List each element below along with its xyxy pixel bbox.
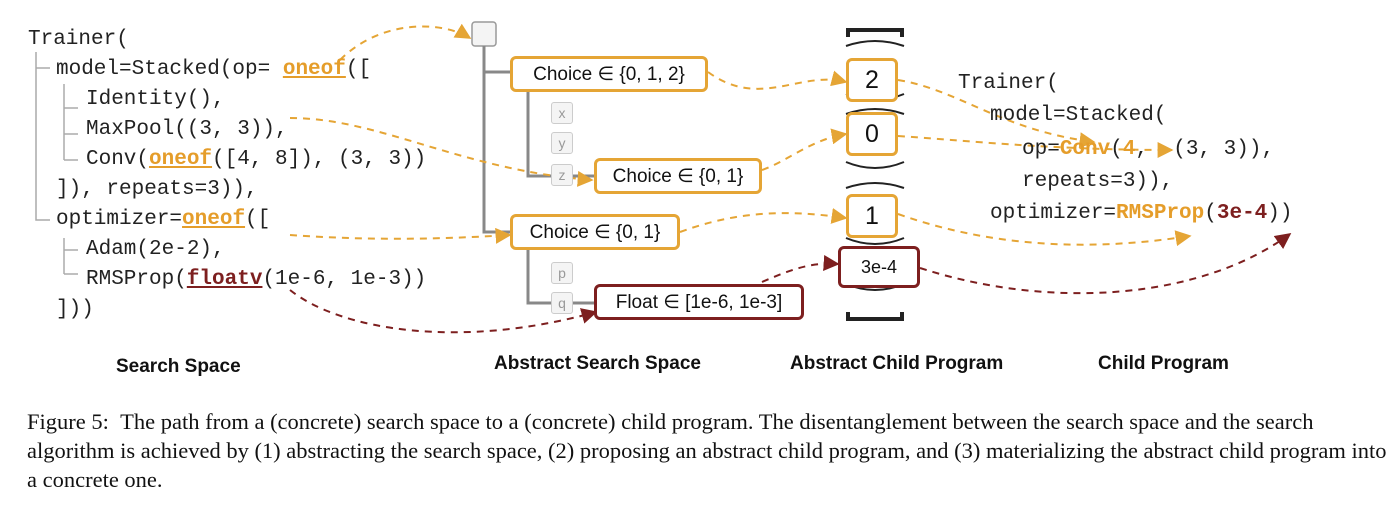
search-space-line-6: ]), repeats=3)), xyxy=(56,178,258,201)
code-text: optimizer= xyxy=(56,208,183,231)
caption-text: The path from a (concrete) search space … xyxy=(27,409,1387,492)
section-title-abstract-child-program: Abstract Child Program xyxy=(790,353,1004,374)
child-line-4: repeats=3)), xyxy=(1022,170,1174,193)
child-line-1: Trainer( xyxy=(958,72,1059,95)
lr-value: 3e-4 xyxy=(1216,202,1268,225)
leaf-y: y xyxy=(551,132,573,154)
section-title-child-program: Child Program xyxy=(1098,353,1229,374)
code-text: ([4, 8]), (3, 3)) xyxy=(212,148,427,171)
leaf-z: z xyxy=(551,164,573,186)
leaf-q: q xyxy=(551,292,573,314)
root-node xyxy=(471,21,497,47)
child-line-2: model=Stacked( xyxy=(990,104,1167,127)
code-text: RMSProp( xyxy=(86,268,187,291)
code-text: )) xyxy=(1267,202,1293,225)
code-text: op= xyxy=(1022,138,1060,161)
search-space-line-4: MaxPool((3, 3)), xyxy=(86,118,288,141)
conv-value: Conv xyxy=(1059,138,1111,161)
code-text: model=Stacked(op= xyxy=(56,58,283,81)
code-text: ( xyxy=(1204,202,1217,225)
search-space-line-2: model=Stacked(op= oneof([ xyxy=(56,58,371,82)
search-space-line-3: Identity(), xyxy=(86,88,225,111)
code-text: Conv( xyxy=(86,148,150,171)
search-space-tree-lines xyxy=(35,52,78,275)
value-3e-4: 3e-4 xyxy=(838,246,920,288)
floatv-keyword: floatv xyxy=(186,268,263,291)
code-text: ([ xyxy=(245,208,271,231)
code-text: ([ xyxy=(345,58,372,81)
value-2: 2 xyxy=(846,58,898,102)
search-space-line-5: Conv(oneof([4, 8]), (3, 3)) xyxy=(86,148,426,172)
search-space-line-9: RMSProp(floatv(1e-6, 1e-3)) xyxy=(86,268,426,292)
oneof-keyword: oneof xyxy=(182,208,246,231)
choice-node-optimizer: Choice ∈ {0, 1} xyxy=(510,214,680,250)
choice-node-op: Choice ∈ {0, 1, 2} xyxy=(510,56,708,92)
search-space-line-8: Adam(2e-2), xyxy=(86,238,225,261)
caption-label: Figure 5: xyxy=(27,409,109,434)
code-text: optimizer= xyxy=(990,202,1117,225)
child-line-5: optimizer=RMSProp(3e-4)) xyxy=(990,202,1293,226)
leaf-x: x xyxy=(551,102,573,124)
arrows-to-abstract xyxy=(289,23,598,334)
value-1: 1 xyxy=(846,194,898,238)
code-text: , (3, 3)), xyxy=(1135,138,1275,161)
choice-node-filters: Choice ∈ {0, 1} xyxy=(594,158,762,194)
child-line-3: op=Conv(4, (3, 3)), xyxy=(1022,138,1274,162)
leaf-p: p xyxy=(551,262,573,284)
section-title-search-space: Search Space xyxy=(116,356,241,377)
search-space-line-10: ])) xyxy=(56,298,94,321)
oneof-keyword: oneof xyxy=(282,58,346,81)
arrows-to-values xyxy=(679,70,848,283)
search-space-line-1: Trainer( xyxy=(28,28,129,51)
code-text: ( xyxy=(1110,138,1123,161)
figure-caption: Figure 5: The path from a (concrete) sea… xyxy=(27,407,1387,494)
value-0: 0 xyxy=(846,112,898,156)
arrows-to-child xyxy=(897,79,1292,295)
section-title-abstract-search-space: Abstract Search Space xyxy=(494,353,701,374)
filters-value: 4 xyxy=(1122,138,1136,161)
float-node-learning-rate: Float ∈ [1e-6, 1e-3] xyxy=(594,284,804,320)
oneof-keyword: oneof xyxy=(149,148,213,171)
search-space-line-7: optimizer=oneof([ xyxy=(56,208,270,232)
rmsprop-value: RMSProp xyxy=(1116,202,1205,225)
code-text: (1e-6, 1e-3)) xyxy=(262,268,427,291)
